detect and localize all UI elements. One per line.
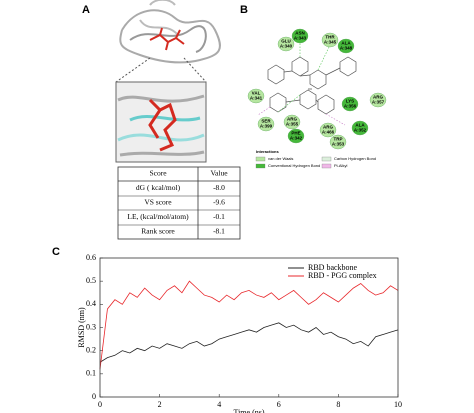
residue-disc — [369, 92, 387, 108]
legend-swatch — [255, 163, 266, 169]
residue-label: ALA A:348 — [340, 41, 353, 51]
zoom-box — [115, 81, 207, 163]
legend-label: RBD - PGG complex — [308, 271, 377, 280]
residue-disc — [321, 32, 339, 48]
table-cell: -8.1 — [213, 227, 225, 236]
residue-disc — [257, 116, 275, 132]
residue-disc — [291, 28, 309, 44]
y-tick-label: 0.4 — [86, 299, 96, 308]
residue-label: ALA A:352 — [354, 123, 367, 133]
residue-disc — [337, 38, 355, 54]
legend-swatch — [255, 156, 266, 162]
residue-disc — [351, 120, 369, 136]
ligand — [149, 27, 185, 51]
panel-label: A — [82, 4, 90, 16]
residue-label: SER A:399 — [260, 119, 273, 129]
y-tick-label: 0 — [92, 392, 96, 401]
y-tick-label: 0.5 — [86, 276, 96, 285]
x-tick-label: 2 — [158, 400, 162, 409]
residue-disc — [319, 122, 337, 138]
x-tick-label: 6 — [277, 400, 281, 409]
residue-label: ARG A:355 — [286, 117, 299, 127]
legend-label: RBD backbone — [308, 263, 358, 272]
legend-swatch — [321, 156, 332, 162]
legend-text: Conventional Hydrogen Bond — [268, 163, 320, 168]
residue-label: ARG A:357 — [372, 95, 385, 105]
table-header: Value — [210, 169, 228, 178]
table-cell: dG ( kcal/mol) — [136, 183, 181, 192]
x-tick-label: 10 — [394, 400, 402, 409]
residue-disc — [277, 36, 295, 52]
series-line — [99, 280, 399, 370]
residue-label: TRP A:353 — [332, 137, 345, 147]
y-tick-label: 0.1 — [86, 369, 96, 378]
residue-label: LYS A:356 — [344, 99, 357, 109]
rmsd-chart: 0 0.1 0.2 0.3 0.4 0.5 0.6 0 2 4 6 8 10 Time (ns) RMSD … — [77, 253, 402, 413]
y-tick-label: 0.3 — [86, 322, 96, 331]
residue-disc — [287, 128, 305, 144]
table-cell: Rank score — [141, 227, 175, 236]
table-cell: VS score — [144, 198, 172, 207]
table-cell: -0.1 — [213, 212, 225, 221]
residues: ASN A:343 THR A:345 GLU A:340 ALA A:348 VAL A:341… — [247, 28, 387, 150]
x-tick-label: 4 — [217, 400, 221, 409]
residue-label: PHE A:342 — [290, 131, 303, 141]
interaction-legend: Interactions van der Waals Conventional … — [255, 149, 376, 169]
panel-label: B — [240, 4, 248, 16]
table-cell: -9.6 — [213, 198, 225, 207]
score-table: Score Value dG ( kcal/mol) -8.0 VS score… — [117, 166, 241, 240]
legend-text: Pi-Alkyl — [334, 163, 347, 168]
x-axis-label: Time (ns) — [233, 408, 264, 413]
table-cell: LE, (kcal/mol/atom) — [127, 212, 189, 221]
protein-cartoon — [119, 0, 221, 64]
legend-text: Carbon Hydrogen Bond — [334, 156, 376, 161]
plot-frame — [99, 257, 399, 398]
table-cell: -8.0 — [213, 183, 225, 192]
residue-label: ASN A:343 — [294, 31, 307, 41]
y-axis-label: RMSD (nm) — [77, 307, 86, 348]
residue-label: VAL A:341 — [250, 91, 263, 101]
x-tick-label: 8 — [336, 400, 340, 409]
residue-disc — [329, 134, 347, 150]
residue-disc — [341, 96, 359, 112]
y-tick-label: 0.2 — [86, 345, 96, 354]
residue-label: THR A:345 — [324, 35, 337, 45]
residue-label: GLU A:340 — [280, 39, 293, 49]
series-line — [99, 322, 399, 363]
residue-disc — [247, 88, 265, 104]
y-tick-label: 0.6 — [86, 253, 96, 262]
residue-disc — [283, 114, 301, 130]
table-header: Score — [149, 169, 167, 178]
ligand-diagram — [257, 40, 357, 126]
legend-text: van der Waals — [268, 156, 293, 161]
x-tick-label: 0 — [98, 400, 102, 409]
zoom-lines — [115, 57, 207, 83]
panel-label: C — [52, 246, 60, 258]
legend-swatch — [321, 163, 332, 169]
zoom-content — [117, 94, 205, 157]
residue-label: ARG A:466 — [322, 125, 335, 135]
legend-title: Interactions — [256, 149, 279, 154]
